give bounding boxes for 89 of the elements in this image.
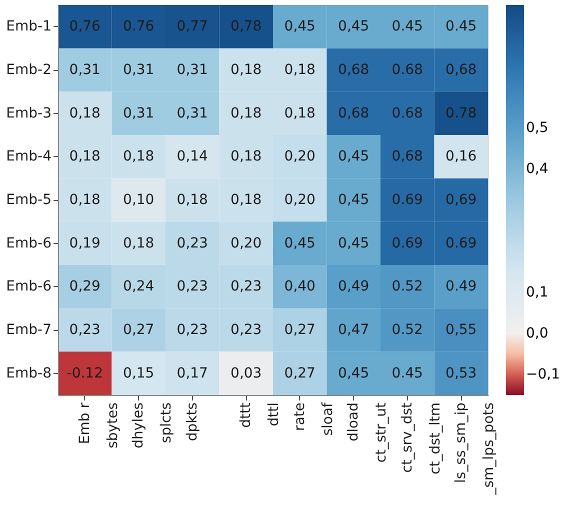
data-label: 0,19: [69, 235, 100, 252]
y-tick-label: Emb-5: [6, 192, 52, 208]
data-label: 0,14: [176, 148, 208, 165]
data-label: 0,18: [284, 105, 316, 122]
y-tick-label: Emb-6: [6, 235, 52, 252]
data-label: 0.45: [392, 18, 423, 35]
color-bar-label: 0,4: [526, 161, 548, 178]
data-label: 0.69: [392, 235, 423, 252]
y-tick-label: Emb-1: [6, 18, 52, 35]
data-label: 0,23: [176, 235, 208, 252]
data-label: 0,76: [69, 18, 101, 35]
data-label: 0,55: [446, 322, 477, 338]
data-label: 0,18: [69, 105, 100, 122]
data-label: 0,18: [284, 62, 316, 78]
data-label: 0,31: [123, 62, 154, 78]
data-label: 0,03: [230, 365, 262, 382]
data-label: 0,45: [338, 192, 370, 208]
data-label: 0,18: [69, 148, 100, 165]
data-label: 0,18: [176, 192, 208, 208]
data-label: 0,68: [446, 62, 477, 78]
data-label: 0.76: [123, 18, 154, 35]
data-label: 0,45: [338, 18, 370, 35]
color-bar-label: 0,0: [526, 325, 548, 342]
data-label: 0,31: [123, 105, 154, 122]
y-tick-label: Emb-2: [6, 62, 52, 78]
data-label: 0,18: [230, 148, 262, 165]
data-label: 0.69: [446, 235, 477, 252]
data-label: 0,23: [176, 278, 208, 295]
color-bar-label: 0,5: [526, 120, 548, 136]
data-label: 0,27: [123, 322, 154, 338]
data-label: 0.45: [446, 18, 477, 35]
y-tick-label: Emb-7: [6, 322, 52, 338]
data-label: 0,49: [338, 278, 370, 295]
y-tick-label: Emb-4: [6, 148, 52, 165]
data-label: 0,29: [69, 278, 100, 295]
data-label: 0,77: [176, 18, 208, 35]
data-label: 0,78: [230, 18, 262, 35]
data-label: 0,31: [176, 105, 208, 122]
data-label: 0,68: [338, 62, 370, 78]
y-tick-label: Emb-8: [6, 365, 52, 382]
y-tick-label: Emb-3: [6, 105, 52, 122]
data-label: 0,10: [123, 192, 154, 208]
data-label: 0,20: [230, 235, 262, 252]
data-label: 0,45: [284, 18, 316, 35]
data-label: 0,18: [123, 148, 154, 165]
data-label: 0.68: [392, 62, 423, 78]
data-label: 0,18: [230, 192, 262, 208]
data-label: 0,45: [338, 235, 370, 252]
x-tick-label: Emb r sbytes: [76, 402, 121, 448]
color-bar-label: −0,1: [526, 366, 560, 382]
data-label: 0,23: [230, 322, 262, 338]
data-label: 0,31: [69, 62, 100, 78]
data-label: 0,47: [338, 322, 370, 338]
y-tick-label: Emb-6: [6, 278, 52, 295]
data-label: 0,45: [284, 235, 316, 252]
data-label: 0.69: [392, 192, 423, 208]
data-label: 0,40: [284, 278, 316, 295]
data-label: 0,68: [338, 105, 370, 122]
data-label: 0,23: [69, 322, 100, 338]
data-label: 0,27: [284, 365, 316, 382]
data-label: 0,53: [446, 365, 477, 382]
color-bar-label: 0,1: [526, 284, 548, 300]
data-label: 0,23: [176, 322, 208, 338]
data-label: 0,15: [123, 365, 154, 382]
data-label: 0,16: [446, 148, 477, 165]
data-label: 0,17: [176, 365, 208, 382]
data-label: 0,18: [230, 62, 262, 78]
data-label: 0,68: [392, 148, 423, 165]
data-label: 0,45: [338, 148, 370, 165]
data-label: 0,45: [338, 365, 370, 382]
x-tick-label: dttt dttl: [238, 402, 282, 428]
data-label: 0,24: [123, 278, 154, 295]
data-label: 0,18: [69, 192, 100, 208]
data-label: 0,23: [230, 278, 262, 295]
data-label: 0.78: [446, 105, 477, 122]
data-label: -0.12: [66, 365, 103, 382]
data-label: 0,18: [123, 235, 154, 252]
x-tick-label: dpkts: [184, 402, 200, 442]
data-label: 0,20: [284, 192, 316, 208]
data-label: 0,20: [284, 148, 316, 165]
data-label: 0,18: [230, 105, 262, 122]
data-label: 0,27: [284, 322, 316, 338]
data-label: 0,31: [176, 62, 208, 78]
data-label: 0.45: [392, 365, 423, 382]
data-label: 0.52: [392, 278, 423, 295]
data-label: 0.52: [392, 322, 423, 338]
data-label: 0.68: [392, 105, 423, 122]
data-label: 0,69: [446, 192, 477, 208]
data-label: 0.49: [446, 278, 477, 295]
